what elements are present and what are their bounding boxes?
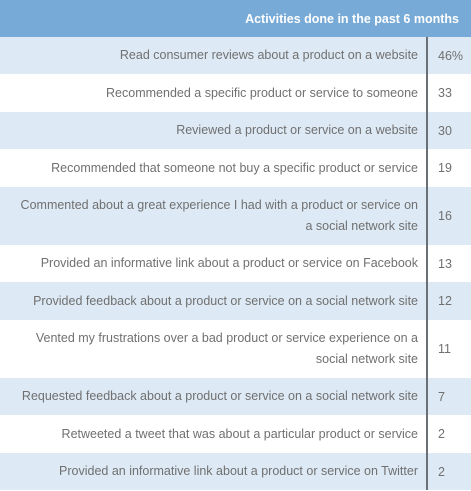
row-label: Vented my frustrations over a bad produc… bbox=[35, 331, 418, 366]
row-value: 11 bbox=[426, 320, 471, 378]
row-value: 16 bbox=[426, 187, 471, 245]
table-row: Retweeted a tweet that was about a parti… bbox=[0, 415, 471, 453]
row-label: Read consumer reviews about a product on… bbox=[119, 48, 418, 62]
table-header: Activities done in the past 6 months bbox=[0, 0, 471, 37]
table-row: Requested feedback about a product or se… bbox=[0, 378, 471, 415]
row-label: Requested feedback about a product or se… bbox=[21, 389, 418, 403]
row-label: Reviewed a product or service on a websi… bbox=[176, 123, 418, 137]
row-value: 19 bbox=[426, 149, 471, 187]
row-label: Provided feedback about a product or ser… bbox=[33, 293, 418, 308]
row-value: 46% bbox=[426, 37, 471, 74]
row-label: Recommended that someone not buy a speci… bbox=[51, 160, 418, 175]
table-row: Provided an informative link about a pro… bbox=[0, 245, 471, 282]
row-label: Provided an informative link about a pro… bbox=[59, 464, 418, 478]
table-row: Reviewed a product or service on a websi… bbox=[0, 112, 471, 149]
row-label: Retweeted a tweet that was about a parti… bbox=[61, 426, 418, 441]
row-value: 12 bbox=[426, 282, 471, 320]
row-label: Provided an informative link about a pro… bbox=[40, 256, 418, 270]
row-value: 2 bbox=[426, 415, 471, 453]
table-row: Provided feedback about a product or ser… bbox=[0, 282, 471, 320]
table-header-title: Activities done in the past 6 months bbox=[245, 11, 459, 26]
table-row: Vented my frustrations over a bad produc… bbox=[0, 320, 471, 378]
table-row: Provided an informative link about a pro… bbox=[0, 453, 471, 490]
table-row: Recommended that someone not buy a speci… bbox=[0, 149, 471, 187]
row-value: 2 bbox=[426, 453, 471, 490]
row-value: 7 bbox=[426, 378, 471, 415]
row-label: Commented about a great experience I had… bbox=[20, 198, 418, 233]
row-label: Recommended a specific product or servic… bbox=[106, 85, 418, 100]
row-value: 13 bbox=[426, 245, 471, 282]
table-row: Recommended a specific product or servic… bbox=[0, 74, 471, 112]
table-row: Read consumer reviews about a product on… bbox=[0, 37, 471, 74]
row-value: 30 bbox=[426, 112, 471, 149]
row-value: 33 bbox=[426, 74, 471, 112]
table-row: Commented about a great experience I had… bbox=[0, 187, 471, 245]
